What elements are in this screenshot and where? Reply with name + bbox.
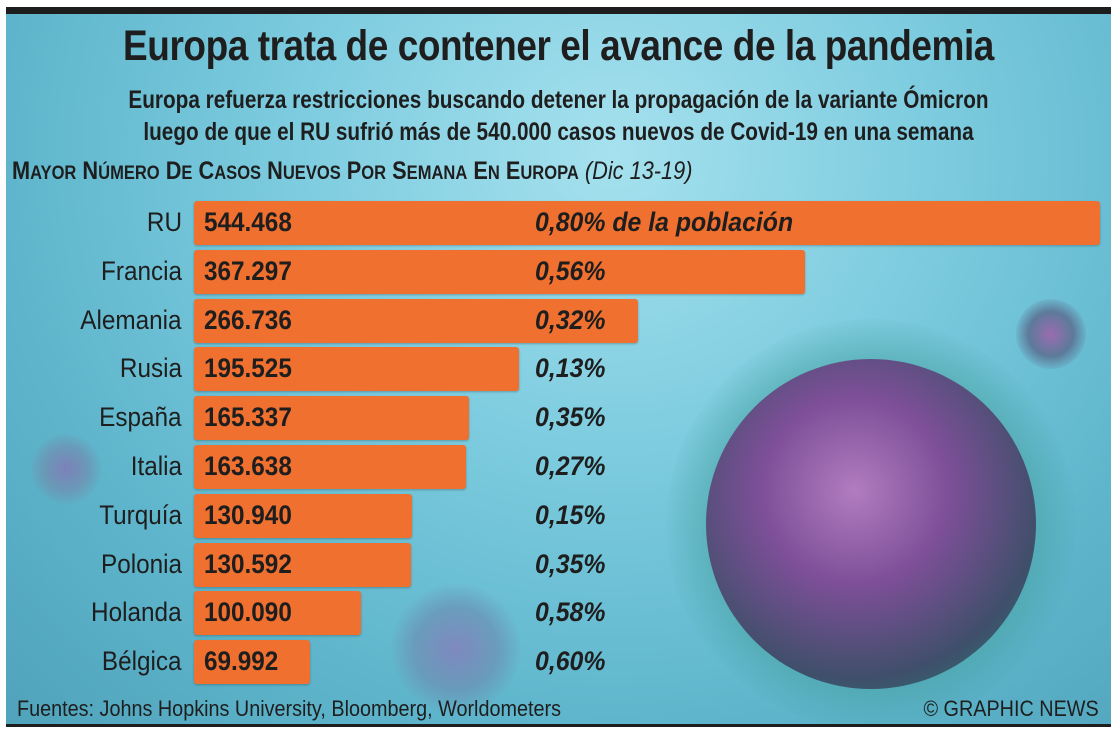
percent-label: 0,60% bbox=[535, 646, 606, 677]
category-label: Alemania bbox=[80, 304, 182, 335]
credit: © GRAPHIC NEWS bbox=[923, 696, 1099, 721]
value-label: 130.592 bbox=[204, 548, 292, 579]
category-label: España bbox=[99, 402, 182, 433]
virus-image-main bbox=[706, 359, 1036, 689]
subtitle-line-1: Europa refuerza restricciones buscando d… bbox=[128, 86, 989, 114]
source-note: Fuentes: Johns Hopkins University, Bloom… bbox=[17, 696, 561, 721]
bar bbox=[194, 542, 412, 587]
value-label: 544.468 bbox=[204, 207, 292, 237]
value-label: 195.525 bbox=[204, 353, 292, 384]
value-label: 130.940 bbox=[204, 499, 292, 530]
percent-label: 0,13% bbox=[535, 353, 606, 384]
category-label: Italia bbox=[130, 451, 182, 481]
chart-title: MAYOR NÚMERO DE CASOS NUEVOS POR SEMANA … bbox=[12, 157, 692, 186]
category-label: Bélgica bbox=[102, 646, 182, 677]
chart-title-dates: (Dic 13-19) bbox=[584, 157, 693, 185]
value-label: 163.638 bbox=[204, 451, 292, 481]
category-label: Francia bbox=[100, 255, 182, 286]
virus-image-small bbox=[391, 584, 521, 714]
bar bbox=[194, 640, 311, 685]
percent-label: 0,58% bbox=[535, 597, 606, 628]
percent-label: 0,27% bbox=[535, 451, 606, 481]
chart-title-text: MAYOR NÚMERO DE CASOS NUEVOS POR SEMANA … bbox=[12, 157, 579, 185]
bar bbox=[194, 493, 412, 538]
percent-label: 0,80% de la población bbox=[535, 207, 794, 237]
bar bbox=[194, 298, 638, 343]
category-label: Turquía bbox=[99, 499, 182, 530]
percent-label: 0,56% bbox=[535, 255, 606, 286]
virus-image-small bbox=[1016, 299, 1086, 369]
percent-label: 0,15% bbox=[535, 499, 606, 530]
category-label: Rusia bbox=[119, 353, 182, 384]
bar bbox=[194, 201, 1100, 245]
bar bbox=[194, 396, 470, 441]
bar bbox=[194, 249, 806, 294]
value-label: 100.090 bbox=[204, 597, 292, 628]
percent-label: 0,35% bbox=[535, 402, 606, 433]
category-label: Polonia bbox=[100, 548, 182, 579]
background-panel bbox=[6, 14, 1111, 724]
percent-label: 0,35% bbox=[535, 548, 606, 579]
bar bbox=[194, 591, 361, 636]
category-label: Holanda bbox=[91, 597, 182, 628]
bar bbox=[194, 347, 520, 392]
value-label: 266.736 bbox=[204, 304, 292, 335]
top-rule bbox=[6, 7, 1111, 14]
page-title: Europa trata de contener el avance de la… bbox=[123, 22, 994, 70]
virus-image-small bbox=[31, 434, 101, 504]
category-label: RU bbox=[146, 207, 182, 237]
percent-label: 0,32% bbox=[535, 304, 606, 335]
bar bbox=[194, 445, 467, 489]
value-label: 165.337 bbox=[204, 402, 292, 433]
subtitle-line-2: luego de que el RU sufrió más de 540.000… bbox=[143, 118, 974, 146]
bottom-rule bbox=[6, 724, 1111, 727]
value-label: 367.297 bbox=[204, 255, 292, 286]
value-label: 69.992 bbox=[204, 646, 279, 677]
